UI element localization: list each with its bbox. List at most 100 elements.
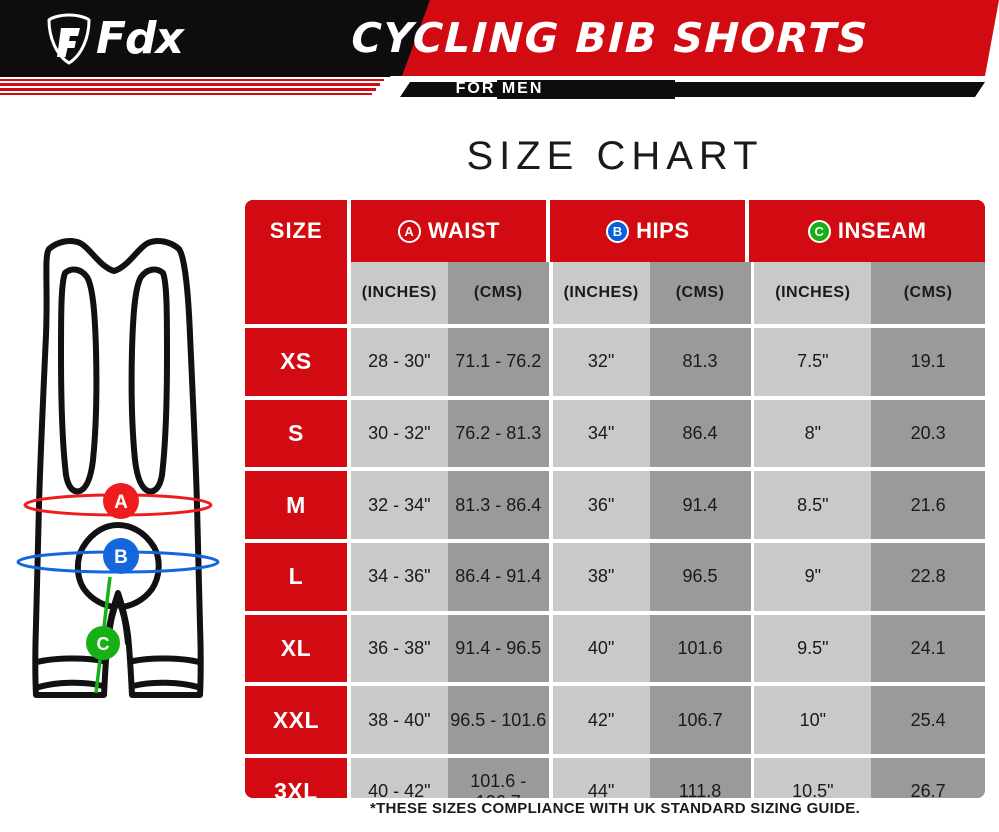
cell-waist-cms: 71.1 - 76.2 xyxy=(447,328,549,396)
row-divider xyxy=(245,467,985,472)
cell-waist-inches: 36 - 38" xyxy=(350,614,448,683)
table-row: M 32 - 34" 81.3 - 86.4 36" 91.4 8.5" 21.6 xyxy=(245,471,985,540)
waist-label: WAIST xyxy=(427,218,500,243)
cell-size: M xyxy=(245,471,347,540)
table-body: XS 28 - 30" 71.1 - 76.2 32" 81.3 7.5" 19.1 S 30 … xyxy=(245,324,985,798)
cycling-bib-shorts-illustration: A B C xyxy=(16,238,220,698)
table-row: L 34 - 36" 86.4 - 91.4 38" 96.5 9" 22.8 xyxy=(245,543,985,611)
cell-size: 3XL xyxy=(245,758,347,798)
stripe-red-4 xyxy=(0,93,372,95)
cell-size: XXL xyxy=(245,686,347,755)
divider xyxy=(346,399,351,468)
cell-inseam-inches: 10.5" xyxy=(754,758,872,798)
diagram-marker-c-label: C xyxy=(97,634,110,654)
column-header-inseam: C INSEAM xyxy=(749,200,985,262)
page-header-banner: Fdx CYCLING BIB SHORTS FOR MEN xyxy=(0,0,999,102)
divider xyxy=(750,328,755,396)
cell-hips-cms: 91.4 xyxy=(649,471,751,540)
size-chart-table: SIZE A WAIST B HIPS C INSEAM (INCHES) (C… xyxy=(245,200,985,798)
divider xyxy=(346,686,351,755)
footnote: *THESE SIZES COMPLIANCE WITH UK STANDARD… xyxy=(369,800,861,817)
cell-inseam-cms: 20.3 xyxy=(871,399,985,468)
cell-inseam-cms: 24.1 xyxy=(871,614,985,683)
diagram-marker-c: C xyxy=(86,626,120,660)
cell-inseam-inches: 9" xyxy=(754,543,872,611)
cell-hips-inches: 32" xyxy=(552,328,650,396)
cell-inseam-inches: 10" xyxy=(754,686,872,755)
column-header-size: SIZE xyxy=(245,200,348,262)
cell-hips-cms: 81.3 xyxy=(649,328,751,396)
divider xyxy=(346,614,351,683)
cell-size: L xyxy=(245,543,347,611)
divider xyxy=(548,328,553,396)
fdx-shield-logo-icon xyxy=(47,13,91,65)
cell-inseam-inches: 9.5" xyxy=(754,614,872,683)
divider xyxy=(548,686,553,755)
cell-hips-inches: 42" xyxy=(552,686,650,755)
row-divider xyxy=(245,539,985,544)
column-header-waist: A WAIST xyxy=(351,200,547,262)
divider xyxy=(745,200,750,262)
stripe-white-2 xyxy=(0,86,378,88)
cell-waist-inches: 40 - 42" xyxy=(350,758,448,798)
banner-black-shape xyxy=(0,0,430,76)
cell-inseam-inches: 8.5" xyxy=(754,471,872,540)
unit-inseam-cms: (CMS) xyxy=(871,262,985,324)
cell-waist-cms: 76.2 - 81.3 xyxy=(447,399,549,468)
cell-size: S xyxy=(245,399,347,468)
cell-size: XL xyxy=(245,614,347,683)
cell-inseam-inches: 7.5" xyxy=(754,328,872,396)
diagram-marker-a: A xyxy=(103,483,139,519)
brand-logo: Fdx xyxy=(46,13,184,65)
diagram-marker-a-label: A xyxy=(114,492,128,513)
divider xyxy=(346,262,351,324)
row-divider xyxy=(245,754,985,759)
cell-waist-inches: 30 - 32" xyxy=(350,399,448,468)
cell-waist-inches: 28 - 30" xyxy=(350,328,448,396)
inseam-marker-badge: C xyxy=(807,219,831,243)
divider xyxy=(346,758,351,798)
divider xyxy=(347,200,352,262)
divider xyxy=(546,200,551,262)
diagram-marker-b-label: B xyxy=(114,547,128,568)
table-row: S 30 - 32" 76.2 - 81.3 34" 86.4 8" 20.3 xyxy=(245,399,985,468)
subtitle-plate xyxy=(497,80,675,99)
cell-waist-cms: 86.4 - 91.4 xyxy=(447,543,549,611)
unit-hips-cms: (CMS) xyxy=(649,262,751,324)
cell-waist-cms: 96.5 - 101.6 xyxy=(447,686,549,755)
cell-hips-inches: 34" xyxy=(552,399,650,468)
cell-inseam-inches: 8" xyxy=(754,399,872,468)
divider xyxy=(346,471,351,540)
stripe-white-3 xyxy=(0,91,374,93)
table-row: XS 28 - 30" 71.1 - 76.2 32" 81.3 7.5" 19.1 xyxy=(245,328,985,396)
cell-waist-cms: 91.4 - 96.5 xyxy=(447,614,549,683)
column-header-hips: B HIPS xyxy=(550,200,746,262)
banner-title: CYCLING BIB SHORTS xyxy=(350,14,870,62)
divider xyxy=(750,614,755,683)
cell-size: XS xyxy=(245,328,347,396)
cell-hips-cms: 86.4 xyxy=(649,399,751,468)
cell-inseam-cms: 22.8 xyxy=(871,543,985,611)
cell-hips-inches: 44" xyxy=(552,758,650,798)
banner-subtitle: FOR MEN xyxy=(455,80,544,97)
cell-inseam-cms: 21.6 xyxy=(871,471,985,540)
divider xyxy=(548,471,553,540)
divider xyxy=(548,262,553,324)
divider xyxy=(346,543,351,611)
cell-waist-cms: 101.6 - 106.7 xyxy=(447,758,549,798)
cell-hips-cms: 111.8 xyxy=(649,758,751,798)
stripe-white-1 xyxy=(0,81,382,83)
table-header-units: (INCHES) (CMS) (INCHES) (CMS) (INCHES) (… xyxy=(245,262,985,324)
divider xyxy=(750,262,755,324)
diagram-marker-b: B xyxy=(103,538,139,574)
cell-hips-inches: 36" xyxy=(552,471,650,540)
cell-inseam-cms: 25.4 xyxy=(871,686,985,755)
divider xyxy=(750,758,755,798)
inseam-label: INSEAM xyxy=(837,218,927,243)
unit-waist-cms: (CMS) xyxy=(447,262,549,324)
divider xyxy=(548,758,553,798)
divider xyxy=(750,399,755,468)
cell-hips-inches: 38" xyxy=(552,543,650,611)
size-spacer xyxy=(245,262,347,324)
divider xyxy=(750,686,755,755)
